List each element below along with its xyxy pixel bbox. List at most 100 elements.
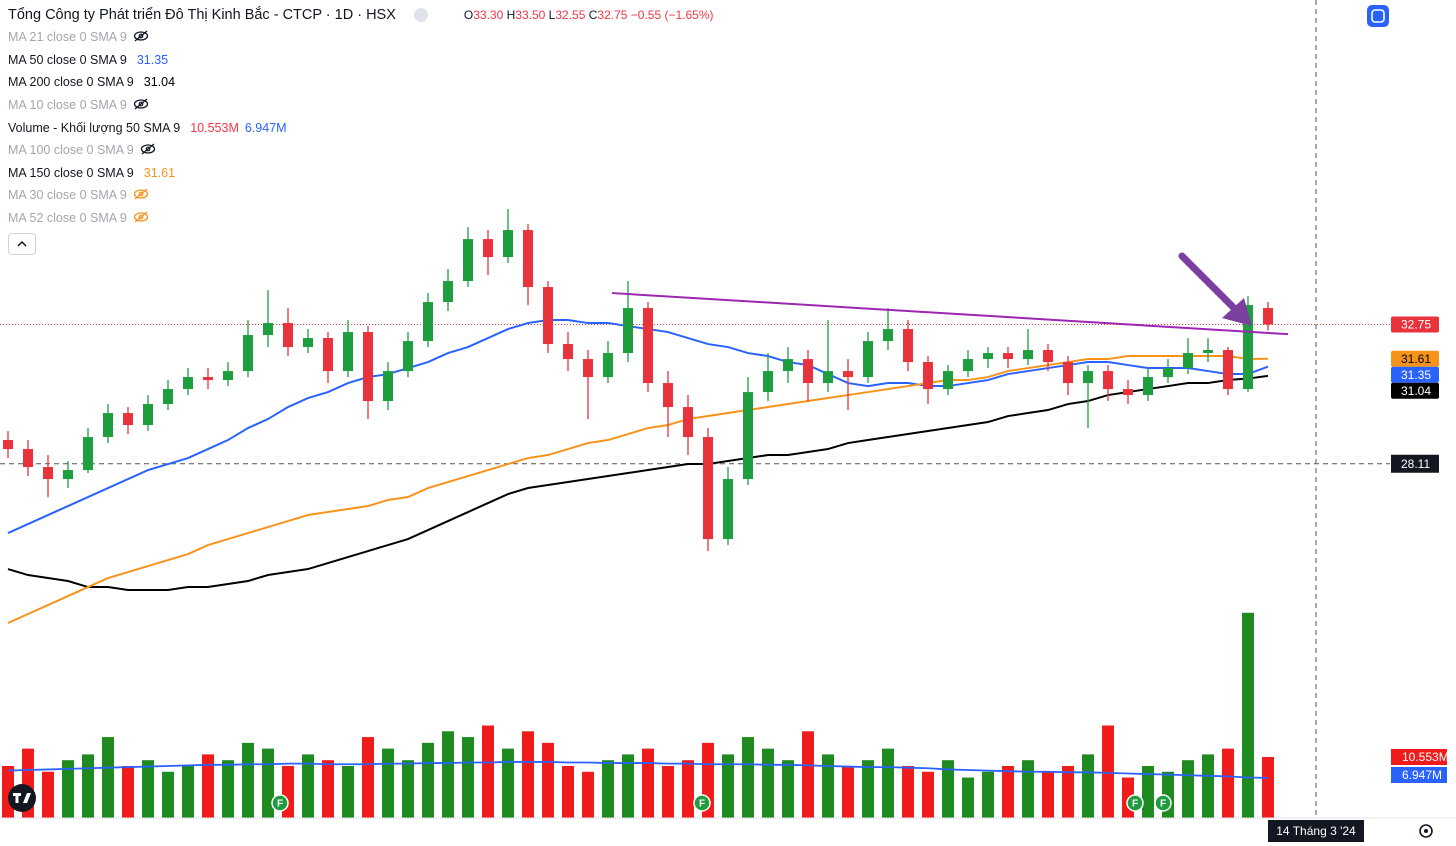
ohlc-key: C	[588, 8, 598, 22]
collapse-button[interactable]	[8, 233, 36, 256]
legend-value: 31.35	[136, 52, 169, 67]
price-badge	[1391, 350, 1439, 367]
candle-body	[183, 377, 193, 390]
candle-body	[383, 371, 393, 402]
legend-value: 31.61	[143, 165, 176, 180]
volume-bar	[562, 765, 574, 818]
candle-body	[83, 437, 93, 471]
legend-row[interactable]: MA 10 close 0 SMA 9	[8, 94, 714, 117]
volume-bar	[1062, 765, 1074, 818]
candle-body	[643, 308, 653, 384]
candle-body	[1023, 350, 1033, 360]
volume-bar	[322, 760, 334, 818]
volume-bar	[302, 754, 314, 818]
volume-bar	[862, 760, 874, 818]
candle-body	[263, 323, 273, 336]
volume-bar	[42, 771, 54, 818]
candle-body	[403, 341, 413, 372]
settings-icon[interactable]	[1419, 824, 1433, 838]
candle-body	[603, 353, 613, 378]
candle-body	[1143, 377, 1153, 396]
price-badge	[1391, 382, 1439, 399]
hidden-icon[interactable]	[140, 143, 156, 158]
candle-body	[743, 392, 753, 480]
candle-body	[243, 335, 253, 372]
volume-badge-label: 10.553M	[1402, 750, 1449, 764]
legend-row[interactable]: Volume - Khối lượng 50 SMA 9 10.553M 6.947…	[8, 116, 714, 139]
hidden-icon[interactable]	[133, 30, 149, 45]
candle-body	[963, 359, 973, 372]
volume-bar	[942, 760, 954, 818]
volume-bar	[822, 754, 834, 818]
legend-row[interactable]: MA 200 close 0 SMA 9 31.04	[8, 71, 714, 94]
candle-body	[343, 332, 353, 372]
hidden-icon[interactable]	[133, 98, 149, 113]
candle-body	[1063, 362, 1073, 384]
candle-body	[23, 449, 33, 468]
candle-body	[783, 359, 793, 372]
volume-bar	[762, 748, 774, 818]
legend-text: MA 30 close 0 SMA 9	[8, 188, 127, 203]
ohlc-key: H	[506, 8, 516, 22]
volume-bar	[842, 765, 854, 818]
candle-body	[283, 323, 293, 348]
annotation-arrow	[1178, 252, 1252, 326]
candle-body	[1183, 353, 1193, 369]
volume-bar	[342, 765, 354, 818]
legend-row[interactable]: MA 150 close 0 SMA 9 31.61	[8, 162, 714, 185]
volume-bar	[582, 771, 594, 818]
volume-bar	[642, 748, 654, 818]
legend-row[interactable]: MA 52 close 0 SMA 9	[8, 207, 714, 230]
candle-body	[1083, 371, 1093, 384]
volume-bar	[242, 742, 254, 818]
volume-bar	[222, 760, 234, 818]
legend-row[interactable]: MA 30 close 0 SMA 9	[8, 184, 714, 207]
volume-bar	[742, 737, 754, 818]
legend-row[interactable]: MA 50 close 0 SMA 9 31.35	[8, 49, 714, 72]
ohlc-value: 32.55	[555, 8, 586, 22]
volume-bar	[122, 765, 134, 818]
ma-line	[7, 374, 1269, 592]
legend-text: MA 200 close 0 SMA 9	[8, 75, 134, 90]
ma-line	[7, 319, 1269, 534]
event-marker	[1126, 794, 1144, 812]
candle-body	[1003, 353, 1013, 360]
tradingview-logo	[8, 784, 36, 812]
hidden-icon[interactable]	[133, 188, 149, 203]
volume-bar	[1222, 748, 1234, 818]
volume-bar	[162, 771, 174, 818]
candle-body	[583, 359, 593, 378]
volume-bar	[782, 760, 794, 818]
volume-bar	[922, 771, 934, 818]
volume-bar	[962, 777, 974, 818]
candle-body	[63, 470, 73, 480]
event-label: F	[1160, 799, 1166, 810]
candle-body	[143, 404, 153, 426]
candle-body	[43, 467, 53, 480]
volume-ma-badge	[1391, 766, 1447, 783]
ohlc-value: 33.50	[515, 8, 546, 22]
price-badge-label: 32.75	[1401, 318, 1431, 332]
candle-body	[1163, 368, 1173, 378]
volume-bar	[262, 748, 274, 818]
price-badge-label: 31.61	[1401, 352, 1431, 366]
volume-bar	[1022, 760, 1034, 818]
crosshair-date-label: 14 Tháng 3 '24	[1276, 824, 1356, 838]
ohlc-key: O	[463, 8, 474, 22]
top-right-button[interactable]	[1367, 5, 1389, 27]
volume-bar	[142, 760, 154, 818]
legend-row[interactable]: MA 21 close 0 SMA 9	[8, 26, 714, 49]
candle-body	[363, 332, 373, 402]
volume-bar	[522, 731, 534, 818]
legend-row[interactable]: MA 100 close 0 SMA 9	[8, 139, 714, 162]
volume-bar	[902, 765, 914, 818]
candle-body	[763, 371, 773, 393]
volume-ma-badge-label: 6.947M	[1402, 768, 1442, 782]
volume-bar	[682, 760, 694, 818]
candle-body	[723, 479, 733, 540]
axis: 32.75 31.61 31.35 31.04 28.11 10.553M 6.947M 14…	[1268, 316, 1449, 842]
hidden-icon[interactable]	[133, 211, 149, 226]
